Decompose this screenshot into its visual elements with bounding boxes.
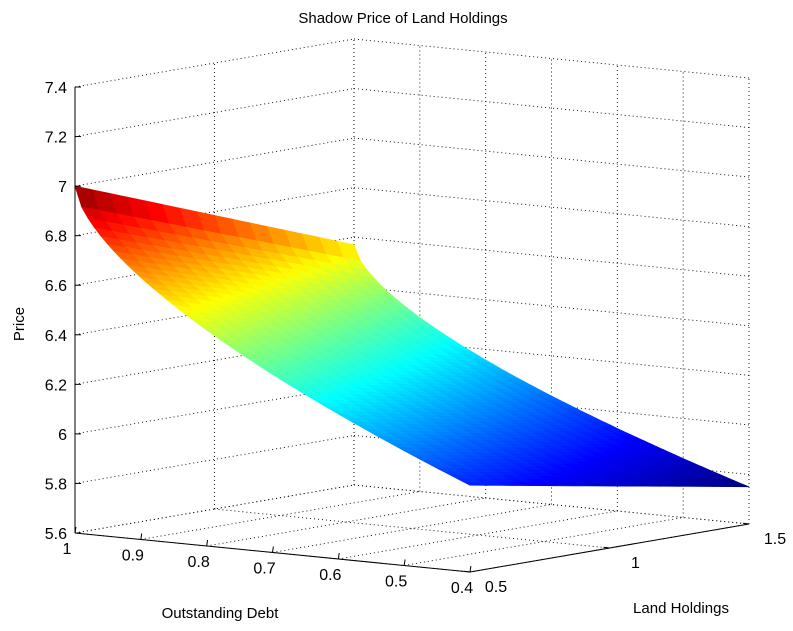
y-tick-label: 1 (631, 555, 640, 572)
x-tick-mark (272, 546, 274, 553)
grid-line (214, 508, 610, 549)
x-tick-label: 0.4 (451, 580, 473, 597)
x-tick-label: 0.6 (319, 567, 341, 584)
y-tick-mark (742, 522, 750, 525)
z-tick-label: 5.8 (45, 476, 67, 493)
x-axis-label: Outstanding Debt (162, 605, 280, 622)
grid-line (74, 137, 355, 187)
y-tick-label: 1.5 (764, 531, 786, 548)
chart-title: Shadow Price of Land Holdings (298, 10, 507, 27)
z-tick-label: 6.6 (45, 278, 67, 295)
grid-line (353, 236, 750, 277)
x-tick-label: 0.9 (122, 548, 144, 565)
z-axis-label: Price (11, 307, 28, 341)
z-tick-label: 5.6 (45, 526, 67, 543)
axes (74, 86, 750, 573)
z-tick-label: 6.2 (45, 377, 67, 394)
surface-patch (463, 481, 488, 486)
z-tick-label: 7.2 (45, 130, 67, 147)
surface-plot (74, 185, 750, 488)
x-tick-mark (74, 526, 77, 534)
z-tick-label: 6.4 (45, 328, 67, 345)
x-tick-label: 0.8 (188, 554, 210, 571)
z-tick-label: 7 (58, 179, 67, 196)
tick-labels: 5.6 5.8 6 6.2 6.4 6.6 6.8 7 7.2 7.4 1 0.9 0.8 0.7 0.6 0… (45, 80, 786, 597)
x-tick-mark (140, 533, 143, 540)
surface-patch (74, 185, 100, 211)
grid-line (353, 187, 750, 228)
grid-line (140, 491, 420, 540)
x-tick-mark (469, 565, 472, 573)
z-tick-label: 7.4 (45, 80, 67, 97)
x-tick-mark (337, 552, 340, 560)
grid-line (272, 504, 552, 553)
grid-line (74, 38, 355, 88)
y-tick-mark (603, 546, 610, 549)
z-tick-label: 6.8 (45, 229, 67, 246)
grid-line (404, 517, 684, 566)
y-axis-label: Land Holdings (633, 600, 729, 617)
x-tick-mark (403, 559, 406, 566)
x-tick-label: 0.7 (253, 561, 275, 578)
x-tick-label: 1 (63, 541, 72, 558)
y-tick-mark (463, 570, 471, 573)
x-tick-mark (206, 539, 209, 547)
z-tick-label: 6 (58, 427, 67, 444)
x-tick-label: 0.5 (385, 574, 407, 591)
y-tick-label: 0.5 (485, 579, 507, 596)
